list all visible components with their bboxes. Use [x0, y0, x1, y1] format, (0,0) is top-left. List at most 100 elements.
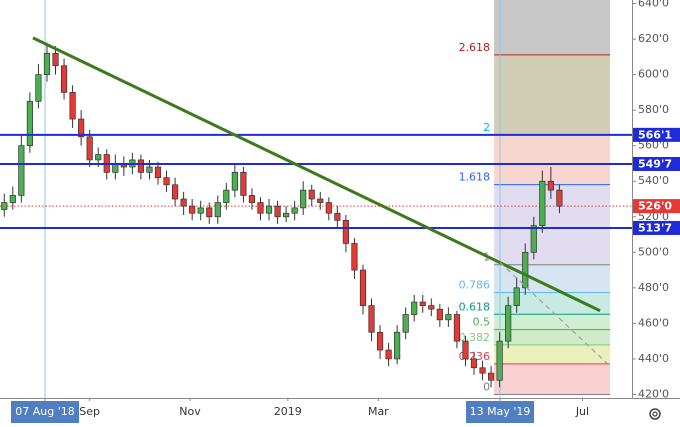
candle-body: [556, 189, 563, 207]
candle-body: [9, 195, 16, 203]
fib-label: 0.786: [459, 278, 491, 291]
y-tick-label: 440'0: [638, 352, 669, 365]
candle-body: [35, 74, 42, 102]
settings-icon[interactable]: [649, 408, 661, 420]
candle-body: [86, 136, 93, 161]
y-tick-label: 480'0: [638, 281, 669, 294]
price-badge: [633, 127, 680, 142]
trendline: [32, 36, 601, 313]
candle-body: [496, 340, 503, 381]
candle-body: [479, 367, 486, 374]
fib-label: 0.382: [459, 331, 491, 344]
y-tick-label: 640'0: [638, 0, 669, 10]
fib-label: 0: [483, 380, 490, 393]
price-badge-label: 513'7: [638, 221, 672, 234]
candle-body: [547, 180, 554, 191]
candle-body: [43, 52, 51, 75]
candle-body: [180, 198, 187, 207]
fib-label: 2.618: [459, 41, 491, 54]
x-tick-label: Jul: [575, 405, 589, 418]
candle-body: [428, 305, 435, 310]
fib-zone: [494, 0, 611, 55]
candle-body: [52, 52, 59, 67]
candle-body: [462, 340, 469, 360]
candle-body: [291, 207, 298, 214]
y-tick-label: 580'0: [638, 103, 669, 116]
candle-body: [163, 177, 170, 186]
fib-zone: [494, 344, 611, 364]
candle-body: [223, 189, 230, 203]
candle-body: [453, 314, 461, 342]
fib-label: 1.618: [459, 171, 491, 184]
y-tick-label: 540'0: [638, 174, 669, 187]
candle-body: [248, 195, 256, 203]
candle-body: [78, 118, 85, 138]
candle-body: [530, 225, 537, 253]
candle-body: [402, 314, 409, 333]
y-tick-label: 560'0: [638, 139, 669, 152]
x-tick-label: 07 Aug '18: [15, 405, 75, 418]
fib-zone: [494, 184, 611, 265]
y-tick-label: 620'0: [638, 32, 669, 45]
fib-label: 0.5: [473, 316, 491, 329]
candle-body: [445, 314, 452, 321]
y-tick-label: 460'0: [638, 316, 669, 329]
fib-label: 2: [483, 121, 490, 134]
candle-body: [411, 301, 418, 315]
candle-body: [394, 331, 401, 360]
fib-zone: [494, 363, 611, 395]
candle-body: [300, 189, 307, 209]
candle-body: [334, 212, 341, 221]
candle-body: [18, 145, 25, 196]
gear-hub[interactable]: [652, 411, 658, 417]
candle-body: [137, 159, 145, 173]
candle-body: [189, 205, 196, 214]
x-tick-label: Nov: [179, 405, 201, 418]
x-tick-label: 13 May '19: [470, 405, 531, 418]
candle-body: [231, 171, 238, 191]
candle-body: [376, 331, 384, 351]
x-tick-label: Sep: [79, 405, 100, 418]
candle-body: [60, 65, 68, 93]
fib-zone: [494, 314, 611, 330]
candle-body: [206, 207, 213, 218]
candle-body: [171, 184, 179, 200]
candle-body: [351, 243, 358, 271]
candle-body: [1, 202, 8, 211]
fib-zone: [494, 292, 611, 315]
gear[interactable]: [649, 408, 661, 420]
candle-body: [214, 202, 221, 218]
candle-body: [257, 202, 264, 214]
fib-zone: [494, 329, 611, 345]
candle-body: [146, 166, 153, 173]
projection-line: [499, 261, 609, 365]
fib-zone: [494, 54, 611, 136]
price-badge-label: 566'1: [638, 128, 672, 141]
y-tick-label: 420'0: [638, 387, 669, 400]
y-tick-label: 600'0: [638, 68, 669, 81]
candle-body: [436, 308, 443, 321]
price-badge-label: 549'7: [638, 157, 672, 170]
candle-body: [274, 205, 281, 218]
fib-zone: [494, 135, 611, 185]
candle-body: [522, 251, 529, 289]
candle-body: [154, 166, 162, 179]
candle-body: [470, 358, 478, 369]
candle-body: [317, 198, 324, 203]
x-tick-label: 2019: [274, 405, 302, 418]
candle-body: [368, 305, 375, 333]
candle-body: [197, 207, 204, 214]
candle-body: [539, 180, 546, 227]
candle-body: [385, 349, 392, 360]
y-tick-label: 500'0: [638, 245, 669, 258]
candle-body: [283, 212, 290, 218]
price-badge-label: 526'0: [638, 200, 672, 213]
candle-body: [342, 219, 349, 244]
candle-body: [69, 92, 76, 120]
candle-body: [505, 305, 512, 342]
candle-body: [325, 202, 332, 214]
candle-body: [265, 205, 273, 214]
